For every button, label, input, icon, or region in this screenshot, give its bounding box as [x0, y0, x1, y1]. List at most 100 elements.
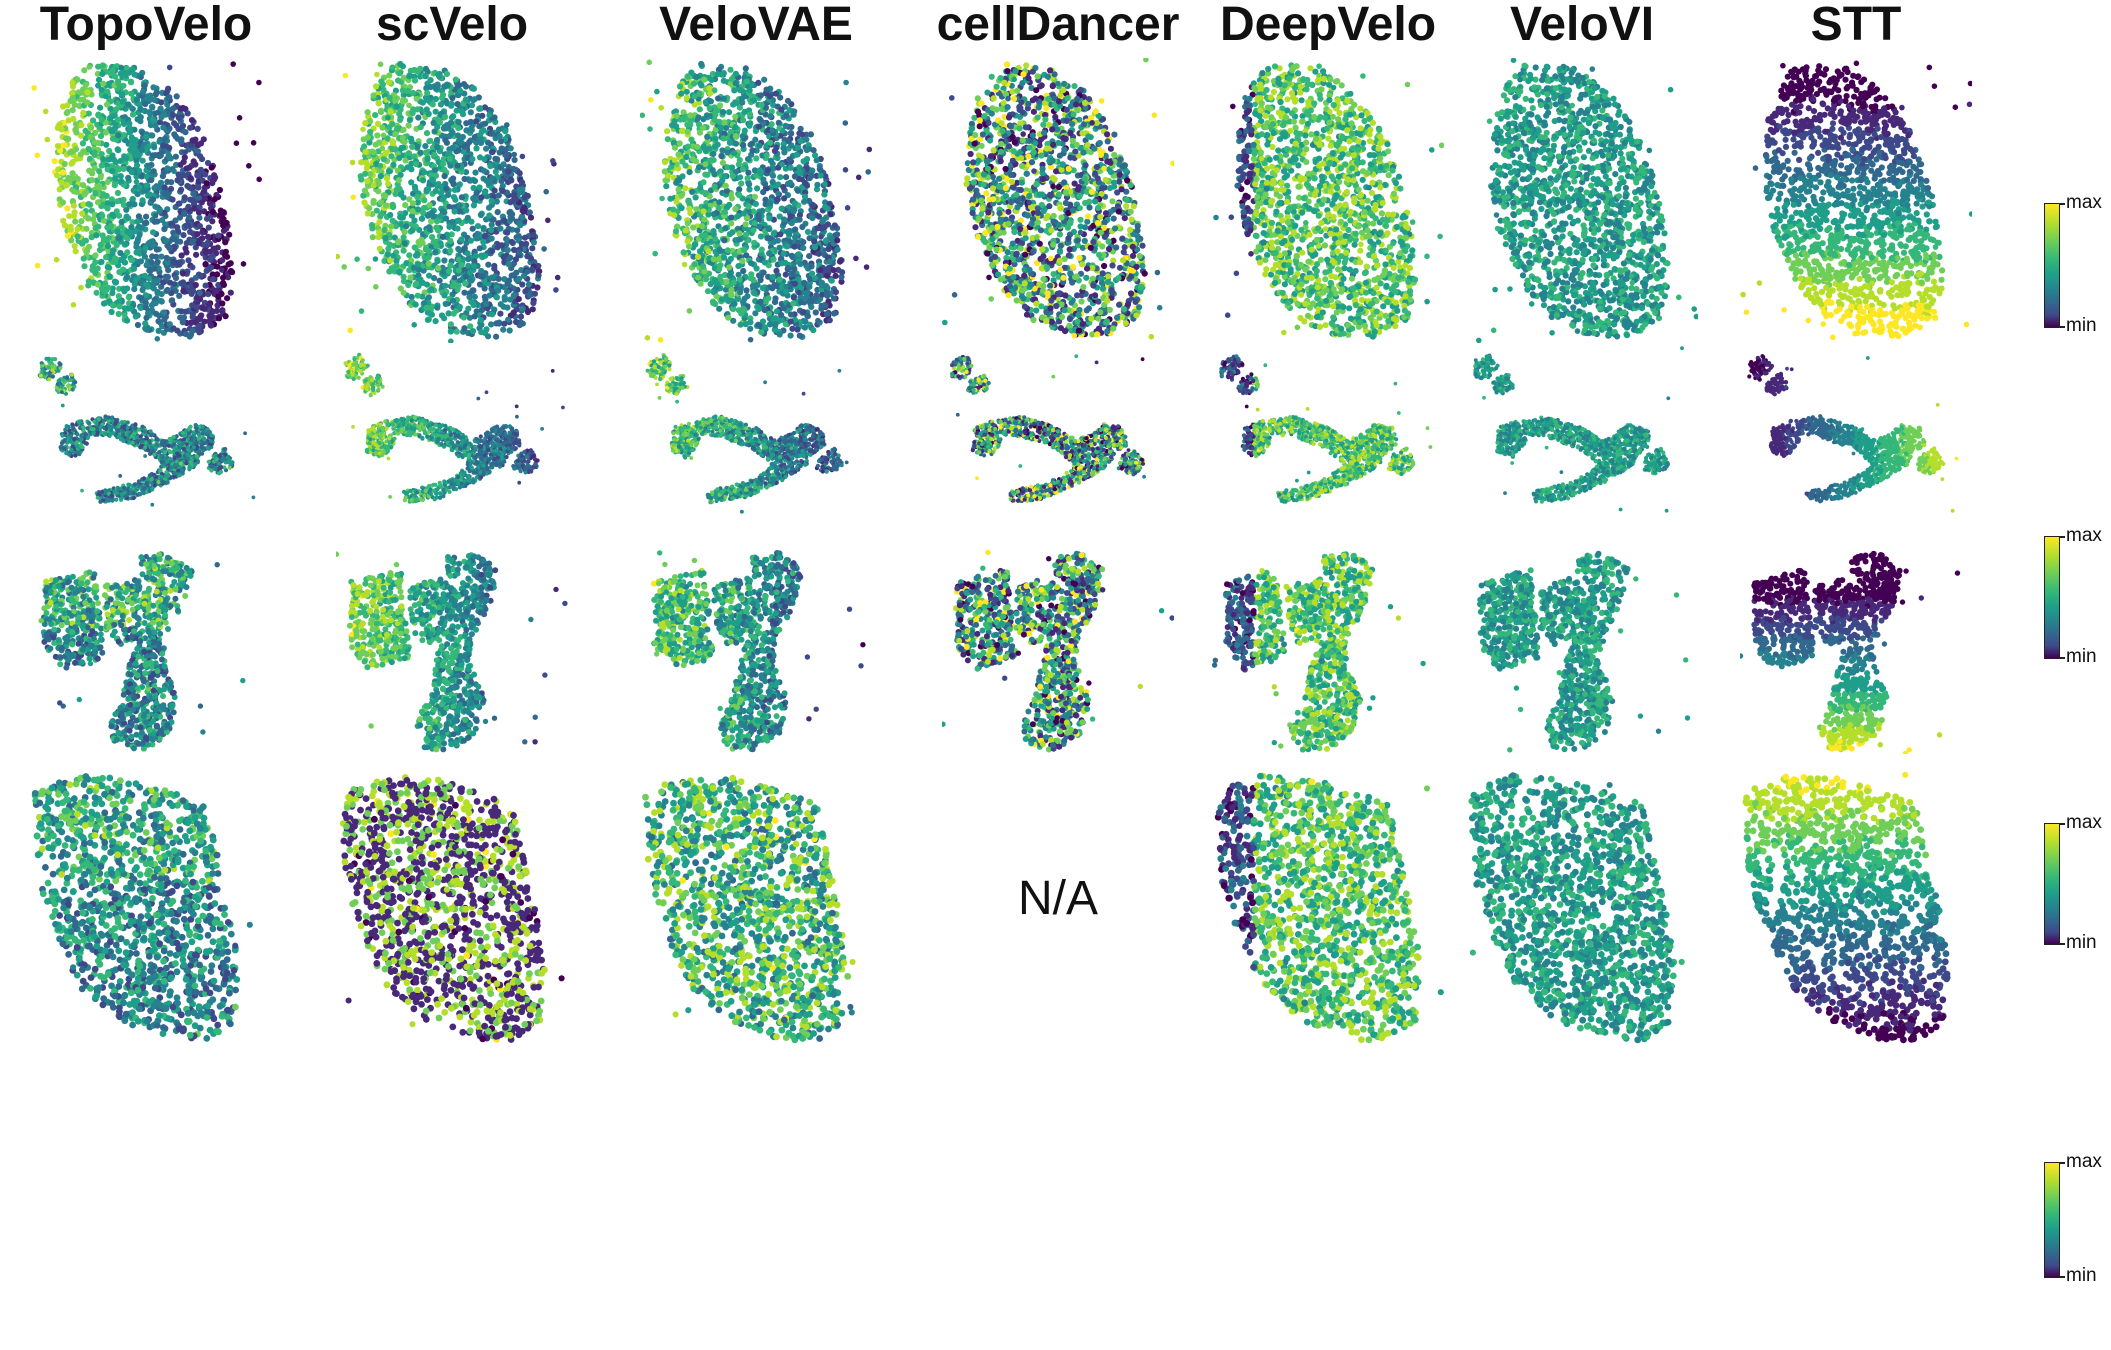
cell-point: [716, 266, 723, 273]
cell-point: [112, 175, 119, 182]
cell-point: [102, 93, 109, 99]
cell-point: [123, 273, 131, 281]
cell-point: [389, 145, 396, 153]
cell-point: [178, 186, 185, 193]
cell-point: [408, 293, 415, 301]
cell-point: [495, 275, 502, 282]
cell-point: [800, 309, 807, 316]
cell-point: [830, 267, 837, 274]
cell-point: [461, 143, 468, 150]
cell-point: [109, 201, 116, 208]
cell-point: [76, 102, 83, 110]
cell-point: [719, 147, 726, 154]
cell-point: [776, 276, 783, 283]
cell-point: [754, 185, 761, 192]
cell-point: [770, 165, 777, 172]
cell-point: [778, 106, 785, 113]
cell-point: [124, 317, 131, 324]
cell-point: [424, 316, 431, 323]
cell-point: [701, 216, 708, 223]
cell-point: [159, 173, 166, 180]
cell-point: [60, 217, 67, 224]
cell-point: [488, 321, 495, 328]
cell-point: [436, 277, 443, 284]
cell-point: [375, 234, 382, 241]
cell-point: [728, 214, 735, 221]
cell-point: [196, 223, 203, 230]
cell-point: [780, 305, 787, 312]
cell-point: [696, 90, 703, 97]
cell-point: [132, 146, 139, 153]
cell-point: [190, 190, 197, 197]
cell-point: [964, 175, 971, 182]
cell-point: [384, 251, 391, 258]
cell-point: [772, 322, 779, 329]
cell-point: [164, 286, 171, 294]
cell-point: [834, 231, 841, 238]
cell-point: [197, 166, 204, 173]
cell-point: [807, 276, 814, 283]
cell-point: [209, 180, 216, 187]
cell-point: [196, 289, 203, 297]
cell-point: [411, 244, 418, 251]
cell-point: [494, 209, 501, 216]
cell-point: [741, 108, 748, 115]
cell-point: [823, 290, 830, 297]
cell-point: [183, 240, 190, 247]
cell-point: [358, 308, 365, 314]
cell-point: [194, 148, 201, 155]
cell-point: [456, 277, 463, 284]
cell-point: [516, 170, 523, 177]
cell-point: [342, 72, 349, 79]
cell-point: [659, 195, 665, 202]
cell-point: [206, 200, 214, 207]
cell-point: [411, 322, 417, 328]
cell-point: [152, 212, 159, 219]
scatter-plot: [336, 60, 561, 343]
cell-point: [455, 147, 462, 154]
cell-point: [377, 213, 384, 220]
cell-point: [801, 198, 808, 205]
cell-point: [406, 102, 412, 109]
cell-point: [417, 124, 424, 131]
cell-point: [696, 129, 704, 136]
cell-point: [789, 270, 796, 277]
cell-point: [777, 94, 784, 101]
cell-point: [676, 140, 683, 147]
cell-point: [815, 317, 821, 324]
cell-point: [838, 273, 845, 281]
cell-point: [370, 149, 377, 156]
cell-point: [787, 213, 794, 220]
cell-point: [432, 95, 439, 103]
cell-point: [529, 306, 536, 313]
cell-point: [461, 289, 468, 296]
cell-point: [70, 188, 77, 195]
cell-point: [784, 243, 791, 250]
cell-point: [117, 249, 124, 257]
cell-point: [545, 217, 551, 224]
cell-point: [174, 327, 181, 334]
cell-point: [499, 187, 506, 194]
cell-point: [378, 107, 385, 114]
cell-point: [772, 90, 780, 97]
cell-point: [729, 172, 736, 180]
cell-point: [442, 215, 450, 222]
cell-point: [206, 301, 213, 308]
cell-point: [808, 172, 815, 179]
cell-point: [250, 140, 257, 146]
cell-point: [171, 168, 177, 175]
cell-point: [776, 331, 783, 338]
cell-point: [135, 258, 142, 265]
cell-point: [788, 220, 795, 227]
cell-point: [697, 184, 704, 191]
cell-point: [413, 280, 420, 287]
cell-point: [166, 245, 173, 252]
cell-point: [88, 234, 95, 241]
cell-point: [409, 208, 416, 215]
cell-point: [480, 224, 487, 232]
cell-point: [823, 283, 830, 290]
cell-point: [732, 124, 739, 131]
cell-point: [81, 263, 88, 270]
cell-point: [125, 174, 132, 181]
cell-point: [406, 73, 413, 80]
